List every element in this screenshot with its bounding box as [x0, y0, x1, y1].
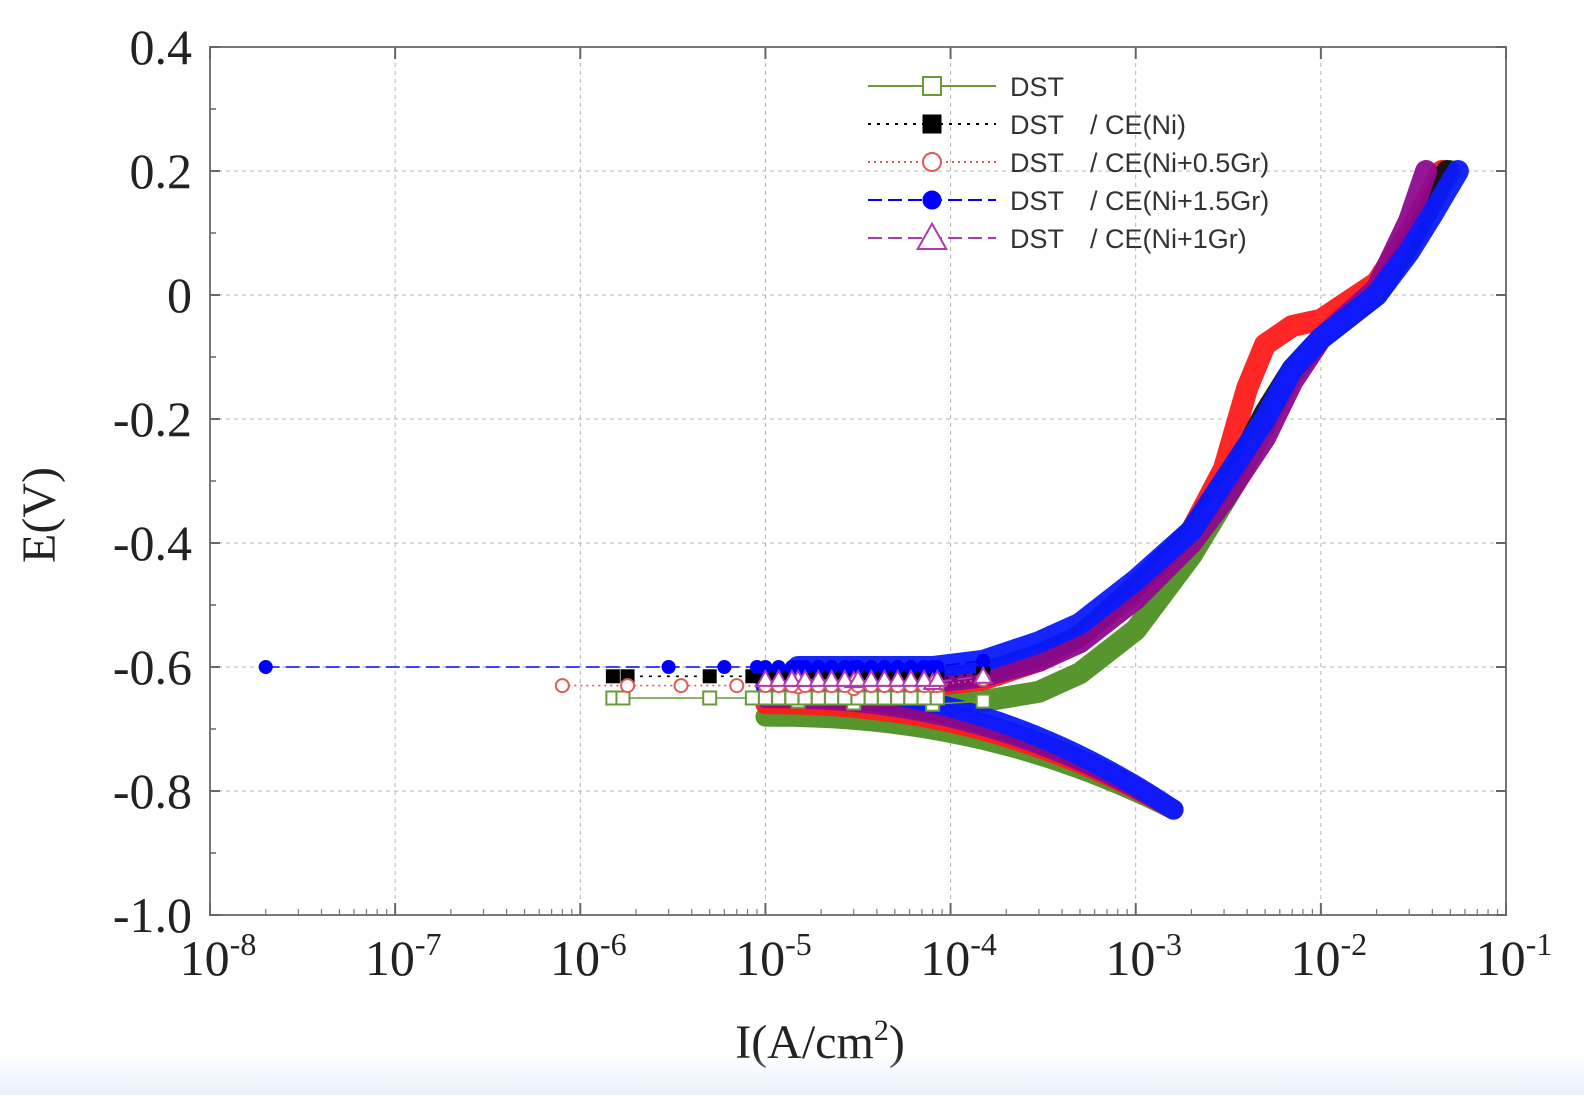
marker-open-circle — [729, 678, 745, 694]
marker-open-square — [810, 690, 826, 706]
marker-open-triangle — [913, 668, 935, 687]
legend-label-name: DST — [1010, 224, 1064, 254]
x-tick-label: 10-4 — [920, 926, 997, 986]
legend: DST DST / CE(Ni) DST / CE(Ni+0.5Gr) DST / CE(N… — [868, 72, 1269, 254]
legend-label-electrode: / CE(Ni) — [1090, 110, 1186, 140]
legend-label-electrode: / CE(Ni+1.5Gr) — [1090, 186, 1269, 216]
marker-filled-square — [922, 114, 942, 134]
marker-open-circle — [673, 678, 689, 694]
marker-open-triangle — [768, 668, 789, 687]
marker-open-triangle — [808, 668, 829, 687]
x-tick-label: 10-8 — [180, 926, 257, 986]
marker-open-square — [916, 690, 932, 706]
marker-open-square — [929, 690, 945, 706]
y-tick-label: -1.0 — [113, 887, 192, 943]
marker-open-square — [922, 76, 942, 96]
marker-open-triangle — [887, 668, 908, 687]
marker-open-square — [975, 693, 991, 709]
marker-open-square — [863, 690, 879, 706]
marker-open-triangle — [781, 668, 803, 687]
x-axis-ticks: 10-8 10-7 10-6 10-5 10-4 10-3 10-2 10-1 — [180, 47, 1553, 986]
legend-label-electrode: / CE(Ni+1Gr) — [1090, 224, 1247, 254]
y-tick-label: -0.6 — [113, 639, 192, 695]
marker-open-triangle — [915, 221, 949, 250]
marker-open-triangle — [927, 668, 948, 687]
y-axis-label: E(V) — [13, 467, 66, 563]
y-axis-ticks: 0.4 0.2 0 -0.2 -0.4 -0.6 -0.8 -1.0 — [113, 19, 1506, 943]
bottom-fade — [0, 1055, 1584, 1095]
marker-open-square — [615, 690, 631, 706]
x-tick-label: 10-1 — [1476, 926, 1553, 986]
legend-label-name: DST — [1010, 72, 1064, 102]
marker-open-triangle — [973, 665, 994, 684]
legend-label-name: DST — [1010, 186, 1064, 216]
marker-open-triangle — [834, 668, 855, 687]
y-tick-label: -0.8 — [113, 763, 192, 819]
marker-open-triangle — [861, 668, 882, 687]
marker-open-circle — [922, 152, 942, 172]
legend-label-electrode: / CE(Ni+0.5Gr) — [1090, 148, 1269, 178]
marker-open-triangle — [874, 668, 895, 687]
marker-filled-circle — [258, 660, 273, 674]
marker-open-square — [744, 690, 760, 706]
y-tick-label: 0 — [167, 267, 192, 323]
x-tick-label: 10-5 — [735, 926, 812, 986]
x-tick-label: 10-3 — [1105, 926, 1182, 986]
marker-open-square — [771, 690, 787, 706]
marker-filled-circle — [717, 660, 732, 674]
marker-open-square — [890, 690, 906, 706]
marker-open-circle — [620, 678, 636, 694]
legend-label-name: DST — [1010, 110, 1064, 140]
marker-open-triangle — [821, 668, 842, 687]
marker-filled-square — [605, 669, 620, 684]
marker-open-circle — [554, 678, 570, 694]
marker-open-triangle — [900, 668, 922, 687]
marker-open-square — [824, 690, 840, 706]
plot-frame — [209, 46, 1507, 916]
marker-open-square — [876, 690, 892, 706]
marker-open-triangle — [794, 668, 816, 687]
marker-open-square — [903, 690, 919, 706]
y-tick-label: 0.4 — [130, 19, 193, 75]
marker-filled-square — [702, 669, 717, 684]
y-tick-label: -0.2 — [113, 391, 192, 447]
y-tick-label: 0.2 — [130, 143, 193, 199]
x-tick-label: 10-7 — [365, 926, 442, 986]
marker-filled-circle — [922, 190, 942, 210]
marker-filled-circle — [976, 653, 991, 668]
grid-lines — [209, 46, 1507, 916]
x-tick-label: 10-6 — [550, 926, 627, 986]
marker-filled-circle — [661, 660, 676, 674]
marker-open-square — [702, 690, 718, 706]
marker-open-square — [757, 690, 773, 706]
y-tick-label: -0.4 — [113, 515, 192, 571]
marker-open-triangle — [847, 668, 869, 687]
x-tick-label: 10-2 — [1291, 926, 1368, 986]
legend-label-name: DST — [1010, 148, 1064, 178]
marker-open-triangle — [755, 668, 776, 687]
data-curves — [258, 160, 1469, 820]
